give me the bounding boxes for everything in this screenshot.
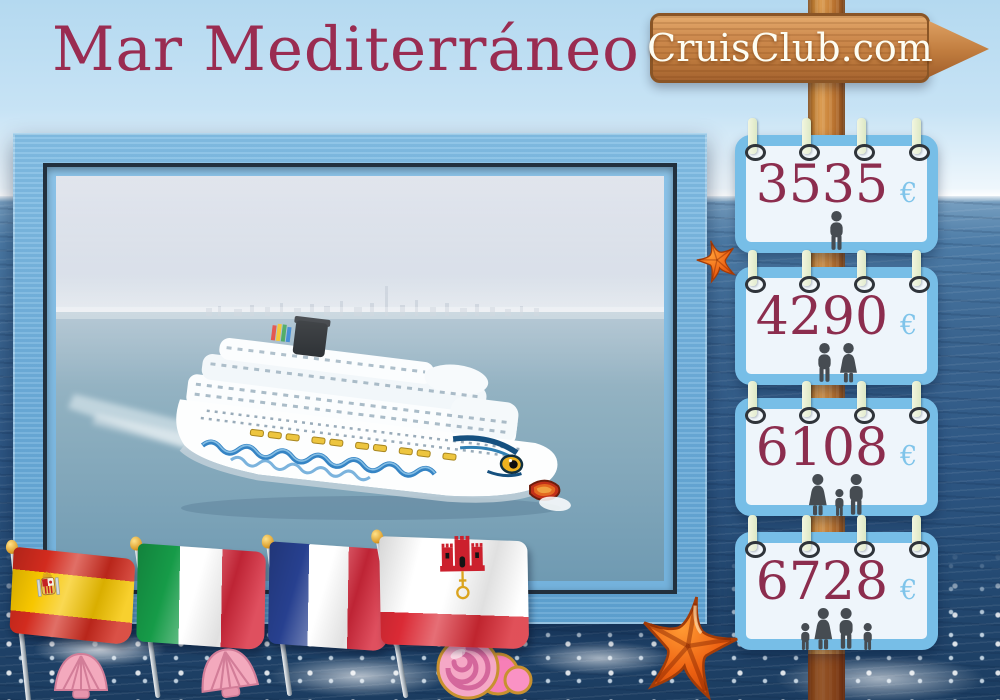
tag-hook	[745, 381, 766, 424]
bow-eye-art	[452, 435, 524, 478]
two-adults-one-child-icon	[746, 474, 927, 516]
tag-hook	[854, 118, 875, 161]
tag-hook	[745, 515, 766, 558]
hook-strap	[802, 381, 811, 417]
lifeboats	[249, 428, 457, 461]
euro-currency-label: €	[900, 310, 918, 341]
euro-currency-label: €	[900, 441, 918, 472]
tag-hook	[909, 250, 930, 293]
tag-hook	[799, 250, 820, 293]
hook-ring-icon	[799, 144, 820, 161]
scallop-shell-icon	[53, 652, 109, 699]
large-starfish-icon	[643, 596, 738, 700]
flag-gibraltar	[349, 502, 566, 700]
hull-wave-decoration	[200, 439, 437, 482]
hook-ring-icon	[799, 407, 820, 424]
tag-hook	[745, 250, 766, 293]
photo-frame-inner	[43, 163, 677, 594]
euro-currency-label: €	[900, 575, 918, 606]
brand-sign-label: CruisClub.com	[647, 26, 933, 70]
hook-ring-icon	[854, 276, 875, 293]
tag-hook	[854, 515, 875, 558]
hook-ring-icon	[854, 144, 875, 161]
hook-strap	[857, 515, 866, 551]
one-adult-icon	[746, 211, 927, 251]
tag-hook	[909, 381, 930, 424]
hook-strap	[748, 250, 757, 286]
euro-currency-label: €	[900, 178, 918, 209]
price-tag-2: 4290 €	[735, 250, 938, 385]
price-tag-4: 6728 €	[735, 515, 938, 650]
hook-strap	[748, 515, 757, 551]
hook-ring-icon	[799, 541, 820, 558]
hook-strap	[802, 250, 811, 286]
spain-coat-of-arms-icon	[36, 571, 61, 597]
cruise-ship-photo	[56, 176, 664, 581]
flag-spain	[0, 526, 169, 700]
hook-ring-icon	[745, 276, 766, 293]
hook-strap	[857, 118, 866, 154]
hook-strap	[912, 118, 921, 154]
gibraltar-castle-and-key-icon	[440, 535, 485, 600]
hook-strap	[912, 250, 921, 286]
page-title: Mar Mediterráneo	[52, 14, 640, 85]
hook-strap	[802, 515, 811, 551]
hook-ring-icon	[909, 407, 930, 424]
tag-hook	[854, 250, 875, 293]
price-amount: 4290	[755, 287, 889, 347]
scallop-shell-icon	[201, 648, 260, 698]
hook-strap	[912, 515, 921, 551]
hook-ring-icon	[745, 541, 766, 558]
hook-ring-icon	[745, 407, 766, 424]
two-adults-two-children-icon	[746, 608, 927, 650]
hook-strap	[748, 381, 757, 417]
tag-hook	[909, 118, 930, 161]
price-amount: 6728	[755, 552, 889, 612]
hook-ring-icon	[799, 276, 820, 293]
hook-ring-icon	[854, 407, 875, 424]
price-tag-1: 3535 €	[735, 118, 938, 253]
hook-ring-icon	[909, 144, 930, 161]
cruise-ship-illustration	[56, 176, 664, 581]
hook-ring-icon	[854, 541, 875, 558]
hook-strap	[912, 381, 921, 417]
tag-hook	[799, 118, 820, 161]
tag-hook	[909, 515, 930, 558]
tag-hook	[745, 118, 766, 161]
price-tag-3: 6108 €	[735, 381, 938, 516]
hook-ring-icon	[909, 276, 930, 293]
price-amount: 3535	[755, 155, 889, 215]
ship-wake	[68, 394, 206, 452]
hook-strap	[857, 250, 866, 286]
two-adults-icon	[746, 343, 927, 383]
hook-ring-icon	[909, 541, 930, 558]
hook-strap	[748, 118, 757, 154]
small-starfish-icon	[696, 240, 737, 284]
tag-hook	[854, 381, 875, 424]
tag-hook	[799, 515, 820, 558]
sea-snail-shell-icon	[436, 636, 533, 700]
tag-hook	[799, 381, 820, 424]
bow-lips-art	[529, 479, 561, 501]
photo-frame	[13, 133, 707, 624]
wooden-arrow-sign	[650, 13, 930, 83]
hook-strap	[857, 381, 866, 417]
price-amount: 6108	[755, 418, 889, 478]
hook-strap	[802, 118, 811, 154]
hook-ring-icon	[745, 144, 766, 161]
